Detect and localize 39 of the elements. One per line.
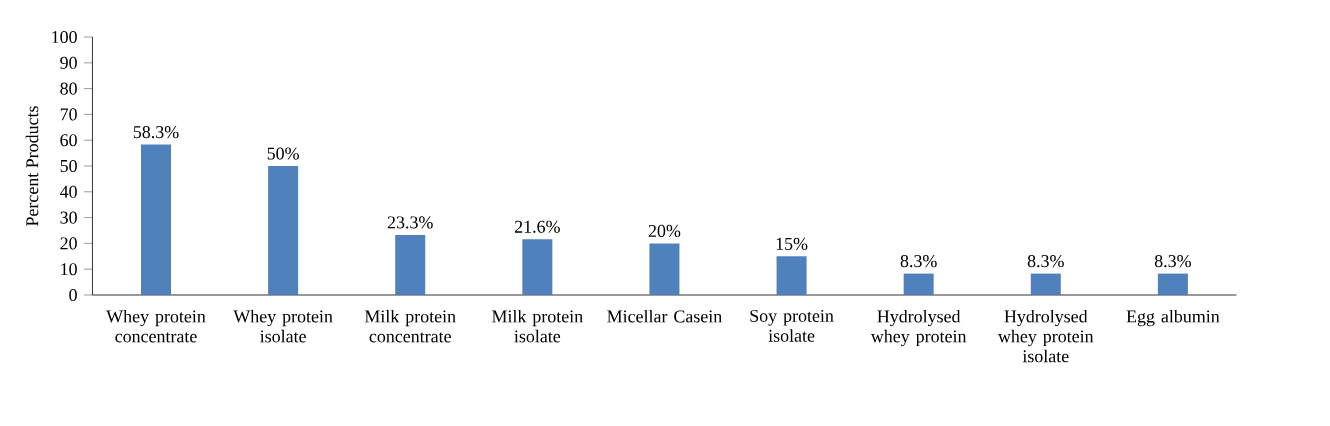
bar <box>395 234 426 295</box>
data-label: 21.6% <box>514 220 560 233</box>
bar <box>649 243 680 295</box>
bar <box>268 166 299 295</box>
y-tick-label: 30 <box>60 211 77 224</box>
y-tick-label: 10 <box>61 263 77 276</box>
y-axis-title: Percent Products <box>25 106 39 226</box>
bar <box>1157 273 1188 295</box>
bar <box>903 273 934 295</box>
data-label: 8.3% <box>1154 255 1191 268</box>
x-tick-label: Hydrolysed whey protein <box>870 309 967 347</box>
y-tick-label: 40 <box>59 185 77 198</box>
x-tick-label: Soy protein isolate <box>750 309 834 342</box>
y-tick-label: 100 <box>52 30 77 44</box>
x-tick-label: Whey protein concentrate <box>106 309 206 343</box>
x-tick-label: Whey protein isolate <box>233 309 333 343</box>
y-tick-label: 80 <box>60 82 77 95</box>
y-tick-label: 60 <box>60 134 77 147</box>
y-tick-label: 50 <box>60 159 77 173</box>
y-tick-label: 20 <box>60 237 77 250</box>
x-tick-label: Hydrolysed whey protein isolate <box>997 309 1094 363</box>
data-label: 50% <box>267 147 299 160</box>
data-label: 23.3% <box>387 216 433 229</box>
data-label: 8.3% <box>1027 255 1064 268</box>
bar <box>522 239 553 295</box>
data-label: 20% <box>648 224 681 238</box>
data-label: 15% <box>776 237 808 250</box>
y-tick-label: 90 <box>60 56 77 69</box>
y-tick-label: 70 <box>60 108 77 121</box>
bar <box>776 256 807 295</box>
x-tick-label: Micellar Casein <box>607 309 722 323</box>
x-tick-label: Egg albumin <box>1126 309 1220 327</box>
data-label: 8.3% <box>900 255 937 268</box>
x-tick-label: Milk protein concentrate <box>364 309 456 343</box>
bar <box>141 144 171 295</box>
x-tick-label: Milk protein isolate <box>492 309 583 343</box>
y-tick-label: 0 <box>69 288 77 302</box>
data-label: 58.3% <box>133 126 179 139</box>
bar <box>1030 273 1061 295</box>
